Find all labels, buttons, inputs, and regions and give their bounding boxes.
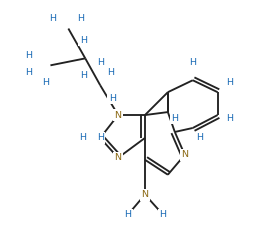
- Text: H: H: [80, 36, 87, 45]
- Text: H: H: [107, 68, 114, 77]
- Text: N: N: [142, 190, 148, 199]
- Text: H: H: [25, 68, 32, 77]
- Text: N: N: [115, 153, 121, 162]
- Text: H: H: [79, 134, 86, 142]
- Text: H: H: [42, 78, 49, 87]
- Text: H: H: [97, 134, 104, 142]
- Text: H: H: [189, 58, 196, 67]
- Text: H: H: [109, 94, 116, 103]
- Text: H: H: [159, 210, 166, 219]
- Text: N: N: [181, 150, 188, 159]
- Text: H: H: [226, 78, 233, 87]
- Text: N: N: [115, 110, 121, 120]
- Text: H: H: [171, 114, 178, 122]
- Text: H: H: [25, 51, 32, 60]
- Text: H: H: [125, 210, 131, 219]
- Text: H: H: [196, 134, 203, 142]
- Text: H: H: [49, 14, 56, 23]
- Text: H: H: [226, 114, 233, 122]
- Text: H: H: [77, 14, 84, 23]
- Text: H: H: [97, 58, 104, 67]
- Text: H: H: [80, 71, 87, 80]
